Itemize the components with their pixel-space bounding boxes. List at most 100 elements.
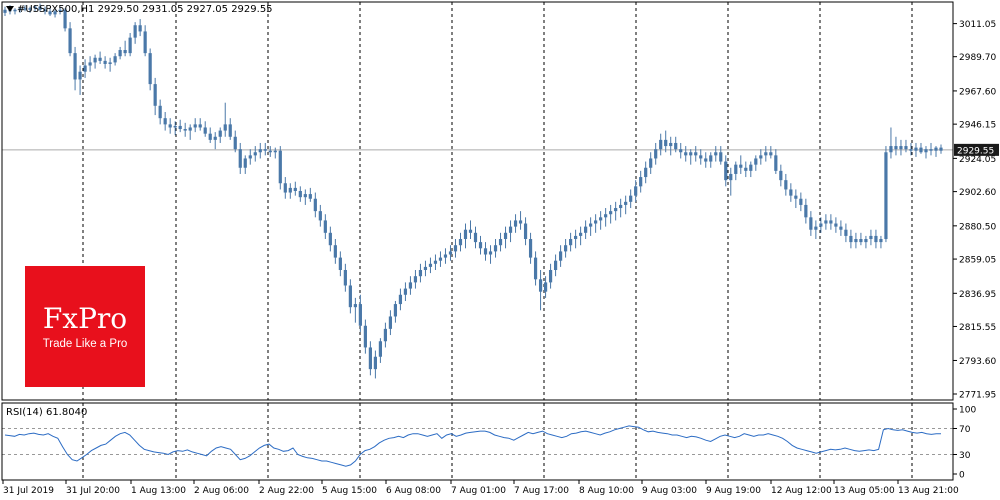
candle-body [428, 263, 433, 267]
candle [844, 223, 848, 243]
candle-body [313, 198, 317, 212]
candle [724, 155, 728, 187]
candle-body [93, 57, 97, 63]
candle [123, 40, 127, 57]
rsi-panel: 100 70 30 0 [2, 406, 976, 481]
candle [128, 32, 132, 57]
candle-body [283, 183, 287, 193]
candle [228, 118, 232, 140]
time-tick-label: 1 Aug 13:00 [131, 486, 186, 496]
candle-body [23, 8, 27, 10]
candle-body [223, 124, 227, 131]
candle [719, 146, 723, 165]
candle-body [558, 251, 563, 261]
candle-body [859, 239, 863, 243]
candle [498, 232, 503, 252]
candle-body [58, 9, 62, 12]
candle-body [98, 57, 102, 61]
symbol-line: #USSPX500,H1 2929.50 2931.05 2927.05 292… [17, 4, 273, 15]
candle [734, 161, 738, 181]
candle [308, 187, 312, 202]
candle-body [63, 9, 67, 29]
candle [133, 22, 137, 44]
candle [528, 232, 533, 264]
candle-body [874, 235, 878, 243]
candle-body [934, 147, 938, 151]
candle [433, 254, 438, 270]
candle [569, 232, 573, 252]
candle [168, 118, 172, 134]
candle-body [899, 146, 903, 150]
candle-body [719, 152, 723, 162]
candle-body [363, 325, 367, 348]
candle-body [288, 187, 292, 193]
candle-body [333, 245, 337, 258]
candle-body [443, 254, 448, 258]
candle [714, 146, 718, 162]
candle [503, 226, 508, 249]
candle-body [278, 150, 282, 184]
candle-body [739, 164, 743, 168]
candle-body [734, 164, 738, 174]
candle-body [498, 239, 503, 246]
candle [323, 214, 327, 240]
time-tick-label: 31 Jul 2019 [3, 486, 54, 496]
candle [518, 211, 523, 230]
candle-body [493, 245, 498, 252]
candle-body [834, 223, 838, 227]
candle [353, 297, 357, 323]
candle [543, 276, 548, 298]
time-tick-label: 2 Aug 06:00 [194, 486, 249, 496]
candle-body [28, 8, 32, 10]
time-tick-label: 7 Aug 17:00 [514, 486, 569, 496]
candle [403, 282, 408, 301]
candle [163, 111, 167, 131]
candle [629, 189, 633, 209]
candle [408, 276, 413, 295]
candle [523, 217, 528, 246]
candle-body [609, 211, 613, 215]
candle-body [619, 204, 623, 209]
candle-body [754, 158, 758, 165]
candle-body [624, 201, 628, 205]
candle-body [358, 304, 362, 326]
time-tick-label: 5 Aug 15:00 [322, 486, 377, 496]
price-tick-label: 2946.15 [959, 121, 996, 131]
candle [579, 226, 583, 246]
candle-body [503, 232, 508, 240]
price-tick-label: 2967.60 [959, 87, 996, 97]
chart-frame [1, 1, 954, 481]
candle [288, 183, 292, 199]
candle [804, 198, 808, 224]
candle [904, 139, 908, 153]
candle-body [468, 229, 473, 233]
candle [198, 118, 202, 131]
candle-body [508, 226, 513, 233]
main-plot-border [1, 1, 954, 401]
candle-body [253, 152, 257, 156]
candle [889, 127, 893, 159]
candle-body [714, 152, 718, 156]
candle [894, 136, 898, 156]
candle-body [243, 158, 247, 168]
candle [749, 161, 753, 178]
candle-body [914, 147, 918, 151]
candle [118, 46, 122, 60]
candle [53, 9, 57, 18]
symbol-header: #USSPX500,H1 2929.50 2931.05 2927.05 292… [6, 4, 273, 15]
candle-body [894, 146, 898, 150]
candle-body [904, 146, 908, 150]
candle [38, 3, 42, 12]
candle-body [709, 155, 713, 162]
candle [363, 319, 367, 354]
candle-body [634, 186, 638, 196]
candle-body [744, 167, 748, 171]
candle-body [168, 124, 172, 128]
candle-body [138, 25, 142, 32]
candle [418, 263, 423, 283]
candle-body [73, 53, 77, 80]
candle [929, 142, 933, 156]
candle [679, 142, 683, 159]
candle [619, 198, 623, 218]
candle-body [639, 177, 643, 187]
